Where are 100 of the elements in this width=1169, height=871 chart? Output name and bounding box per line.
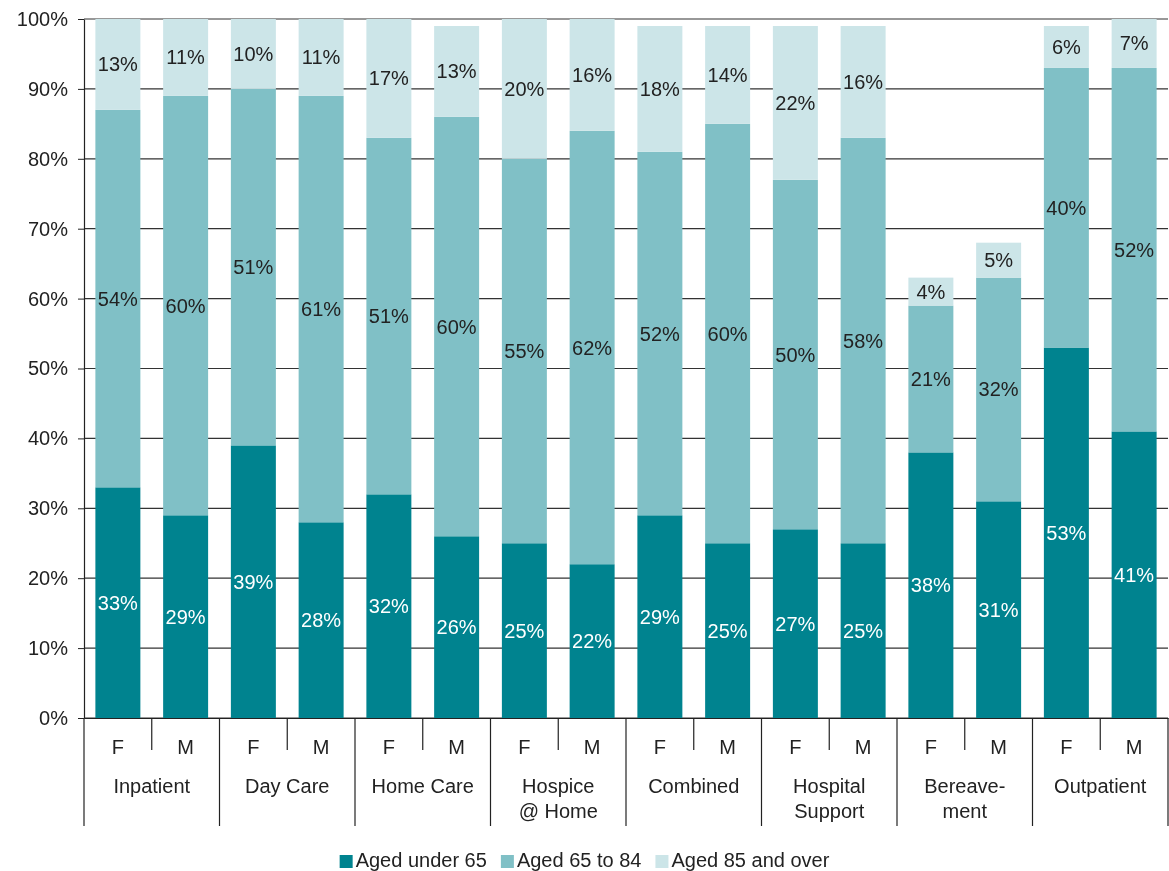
- bar: [908, 305, 954, 453]
- bar: [840, 25, 886, 138]
- bar: [298, 522, 344, 718]
- data-label: 25%: [843, 619, 884, 642]
- y-tick-label: 50%: [27, 357, 69, 380]
- bar: [637, 151, 683, 516]
- bar: [95, 19, 141, 110]
- data-label: 60%: [707, 322, 748, 345]
- data-label: 32%: [978, 378, 1019, 401]
- x-tick-label: M: [583, 736, 601, 759]
- bar: [637, 515, 683, 718]
- text: Inpatient: [113, 775, 191, 797]
- data-label: 52%: [639, 322, 681, 345]
- x-tick-label: F: [924, 736, 937, 759]
- bar: [434, 536, 480, 718]
- data-label: 5%: [984, 249, 1014, 272]
- bar: [908, 452, 954, 718]
- data-label: 16%: [843, 70, 884, 93]
- data-label: 22%: [572, 630, 613, 653]
- bar: [840, 137, 886, 544]
- bar: [366, 494, 412, 718]
- data-label: 4%: [916, 280, 946, 303]
- x-tick-label: F: [382, 736, 395, 759]
- bar: [163, 95, 209, 516]
- text: Hospital Support: [793, 775, 866, 822]
- data-label: 51%: [233, 256, 274, 279]
- bar: [1111, 431, 1157, 718]
- data-label: 25%: [707, 619, 748, 642]
- bar: [976, 277, 1022, 502]
- bar: [230, 19, 276, 89]
- x-tick-label: M: [990, 736, 1007, 759]
- x-tick-label: F: [518, 736, 531, 759]
- data-label: 41%: [1114, 563, 1155, 586]
- x-tick-label: M: [177, 736, 194, 759]
- bar: [569, 130, 615, 565]
- bar: [501, 19, 547, 159]
- data-label: 54%: [97, 287, 139, 310]
- data-label: 26%: [436, 616, 477, 639]
- bar: [1111, 19, 1157, 68]
- data-label: 52%: [1114, 238, 1155, 261]
- legend-label: Aged under 65: [355, 849, 487, 871]
- y-tick-label: 40%: [27, 427, 69, 450]
- data-label: 25%: [504, 619, 545, 642]
- bar: [163, 515, 209, 718]
- y-tick-label: 0%: [39, 706, 69, 729]
- bar: [705, 123, 751, 544]
- data-label: 20%: [504, 77, 545, 100]
- x-tick-label: M: [1125, 736, 1143, 759]
- bar: [637, 25, 683, 152]
- x-tick-label: M: [448, 736, 465, 759]
- bar: [772, 179, 818, 530]
- legend-label: Aged 85 and over: [671, 849, 830, 871]
- data-label: 10%: [233, 42, 274, 65]
- data-label: 29%: [639, 605, 681, 628]
- data-label: 39%: [233, 570, 274, 593]
- bar: [569, 19, 615, 131]
- bar: [163, 19, 209, 96]
- y-tick-label: 30%: [27, 497, 69, 520]
- bar: [1111, 67, 1157, 432]
- data-label: 62%: [572, 336, 613, 359]
- x-tick-label: F: [789, 736, 802, 759]
- bar: [501, 158, 547, 544]
- bar: [366, 137, 412, 495]
- data-label: 7%: [1119, 32, 1149, 55]
- data-label: 11%: [166, 46, 206, 69]
- bar: [298, 95, 344, 523]
- y-tick-label: 100%: [16, 7, 69, 30]
- data-label: 33%: [97, 591, 139, 614]
- text: Home Care: [371, 775, 474, 797]
- data-label: 18%: [639, 77, 681, 100]
- y-tick-label: 10%: [27, 637, 69, 659]
- data-label: 13%: [436, 60, 477, 83]
- bar: [976, 501, 1022, 718]
- bar: [95, 109, 141, 488]
- data-label: 60%: [165, 294, 206, 317]
- text: Outpatient: [1054, 775, 1147, 797]
- y-tick-label: 20%: [27, 567, 69, 590]
- data-label: 22%: [775, 91, 816, 114]
- data-label: 60%: [436, 315, 477, 338]
- x-tick-label: F: [1060, 736, 1073, 759]
- text: Combined: [648, 775, 740, 797]
- data-label: 50%: [775, 343, 816, 366]
- data-label: 61%: [301, 298, 342, 321]
- x-tick-label: M: [312, 736, 330, 759]
- bar: [1043, 347, 1089, 718]
- data-label: 58%: [843, 329, 884, 352]
- legend-label: Aged 65 to 84: [516, 849, 642, 871]
- data-label: 51%: [368, 305, 410, 328]
- data-label: 28%: [301, 609, 342, 632]
- data-label: 11%: [301, 46, 341, 69]
- bar: [772, 529, 818, 718]
- bar: [434, 25, 480, 117]
- data-label: 40%: [1046, 196, 1087, 219]
- data-label: 38%: [910, 574, 952, 597]
- x-tick-label: F: [247, 736, 260, 759]
- bar: [230, 445, 276, 718]
- x-tick-label: M: [854, 736, 872, 759]
- data-label: 16%: [572, 63, 613, 86]
- data-label: 13%: [97, 53, 139, 76]
- x-tick-label: F: [111, 736, 124, 759]
